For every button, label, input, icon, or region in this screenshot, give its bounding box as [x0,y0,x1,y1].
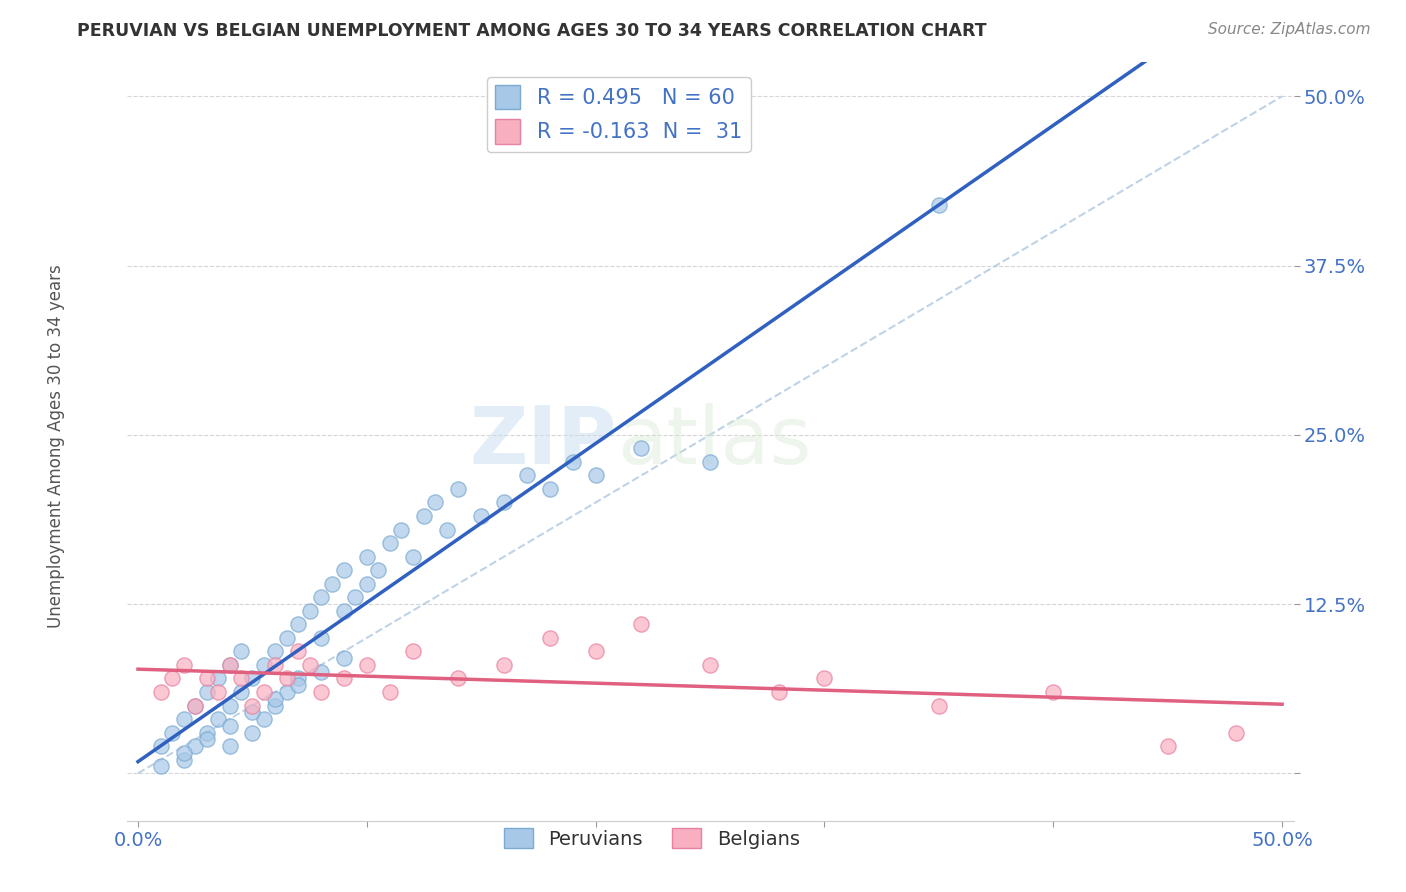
Point [630,442,652,456]
Point [425,495,447,509]
Point [309,665,332,679]
Point [309,685,332,699]
Point [207,712,229,726]
Point [207,685,229,699]
Point [253,657,276,672]
Point [447,672,470,686]
Point [538,482,561,496]
Point [470,508,492,523]
Point [1225,725,1247,739]
Point [264,691,287,706]
Point [287,678,309,692]
Point [699,455,721,469]
Point [253,712,276,726]
Point [378,685,401,699]
Point [218,719,240,733]
Point [389,523,412,537]
Point [276,685,298,699]
Point [561,455,583,469]
Point [768,685,790,699]
Point [276,672,298,686]
Point [264,644,287,658]
Point [207,672,229,686]
Point [149,759,172,773]
Point [287,672,309,686]
Point [242,706,264,720]
Point [149,739,172,754]
Point [195,685,218,699]
Point [149,685,172,699]
Point [321,576,343,591]
Text: atlas: atlas [617,402,811,481]
Point [218,657,240,672]
Point [356,576,378,591]
Point [585,468,607,483]
Point [356,549,378,564]
Point [218,739,240,754]
Point [1156,739,1178,754]
Point [287,617,309,632]
Point [585,644,607,658]
Point [173,753,195,767]
Point [494,495,516,509]
Point [333,651,356,665]
Point [184,698,207,713]
Point [173,712,195,726]
Point [494,657,516,672]
Point [367,563,389,577]
Point [344,591,367,605]
Point [173,746,195,760]
Point [309,591,332,605]
Point [195,725,218,739]
Point [242,725,264,739]
Point [184,698,207,713]
Point [229,685,252,699]
Point [333,672,356,686]
Point [378,536,401,550]
Point [298,604,321,618]
Point [162,725,184,739]
Point [1042,685,1064,699]
Point [242,698,264,713]
Point [699,657,721,672]
Point [242,672,264,686]
Point [333,604,356,618]
Point [630,617,652,632]
Point [162,672,184,686]
Point [309,631,332,645]
Point [195,732,218,747]
Legend: Peruvians, Belgians: Peruvians, Belgians [496,821,807,856]
Point [253,685,276,699]
Point [813,672,835,686]
Point [264,698,287,713]
Point [218,698,240,713]
Point [401,644,423,658]
Point [276,631,298,645]
Point [413,508,436,523]
Point [538,631,561,645]
Point [173,657,195,672]
Point [229,672,252,686]
Point [218,657,240,672]
Point [516,468,538,483]
Point [447,482,470,496]
Point [333,563,356,577]
Point [195,672,218,686]
Point [928,698,950,713]
Point [401,549,423,564]
Point [184,739,207,754]
Point [298,657,321,672]
Point [436,523,458,537]
Point [287,644,309,658]
Point [356,657,378,672]
Point [928,197,950,211]
Text: Source: ZipAtlas.com: Source: ZipAtlas.com [1208,22,1371,37]
Text: Unemployment Among Ages 30 to 34 years: Unemployment Among Ages 30 to 34 years [48,264,65,628]
Text: ZIP: ZIP [470,402,617,481]
Point [264,657,287,672]
Point [229,644,252,658]
Text: PERUVIAN VS BELGIAN UNEMPLOYMENT AMONG AGES 30 TO 34 YEARS CORRELATION CHART: PERUVIAN VS BELGIAN UNEMPLOYMENT AMONG A… [77,22,987,40]
